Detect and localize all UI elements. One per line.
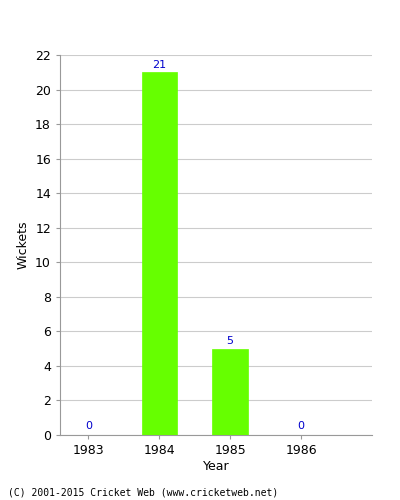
- Text: 0: 0: [298, 420, 304, 430]
- Bar: [212, 348, 248, 435]
- Text: 0: 0: [85, 420, 92, 430]
- Text: 5: 5: [227, 336, 234, 346]
- Text: (C) 2001-2015 Cricket Web (www.cricketweb.net): (C) 2001-2015 Cricket Web (www.cricketwe…: [8, 488, 278, 498]
- Text: 21: 21: [152, 60, 166, 70]
- Bar: [142, 72, 177, 435]
- X-axis label: Year: Year: [203, 460, 229, 473]
- Y-axis label: Wickets: Wickets: [16, 221, 30, 269]
